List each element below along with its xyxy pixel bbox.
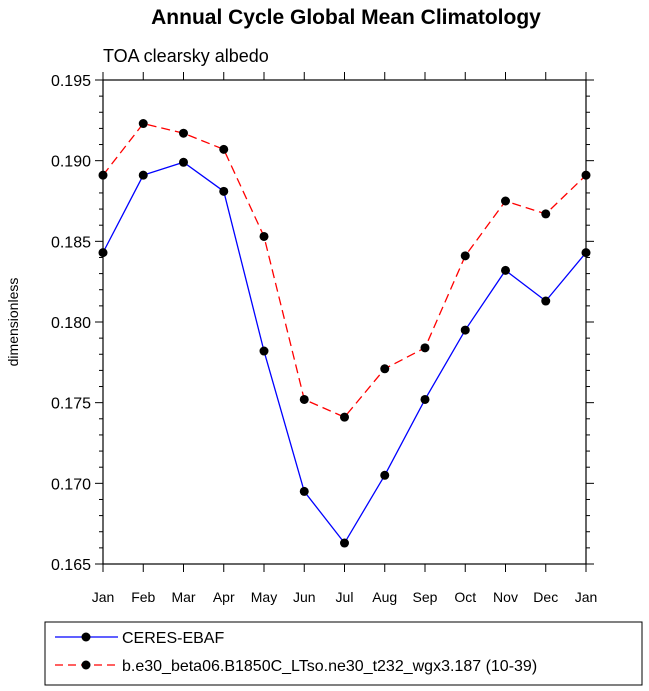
series-line-0 [102,161,587,545]
x-tick-label: Jul [336,589,354,605]
x-tick-label: Nov [493,589,518,605]
legend-item-model: b.e30_beta06.B1850C_LTso.ne30_t232_wgx3.… [55,658,537,675]
legend: CERES-EBAF b.e30_beta06.B1850C_LTso.ne30… [44,621,643,686]
data-point-0 [460,325,470,335]
x-tick-label: May [251,589,277,605]
x-tick-label: Aug [372,589,397,605]
data-point-0 [501,265,510,275]
data-point-0 [340,538,349,548]
x-tick-label: Oct [454,589,476,605]
x-tick-label: Mar [171,589,195,605]
legend-swatch-marker [81,632,91,642]
x-tick-label: Dec [533,589,558,605]
data-point-1 [460,251,470,261]
legend-label: b.e30_beta06.B1850C_LTso.ne30_t232_wgx3.… [122,658,537,675]
data-point-0 [179,157,188,167]
x-axis-ticks: Jan Feb Mar Apr May Jun Jul Aug Sep Oct Nov Dec Jan [92,72,598,605]
legend-label: CERES-EBAF [122,630,224,647]
data-point-1 [259,231,269,241]
x-tick-label: Jan [92,589,115,605]
x-tick-label: Jan [575,589,598,605]
data-point-0 [541,296,551,306]
data-point-1 [541,209,551,219]
data-point-0 [299,486,309,496]
data-point-0 [219,186,229,196]
data-point-0 [138,170,148,180]
y-tick-label: 0.170 [51,476,91,493]
data-point-1 [179,128,188,138]
y-tick-label: 0.175 [51,396,91,413]
y-tick-label: 0.195 [51,73,91,90]
series-markers [98,119,591,548]
data-point-0 [259,346,269,356]
chart-title: Annual Cycle Global Mean Climatology [151,6,541,29]
data-point-0 [420,394,430,404]
data-point-1 [98,170,108,180]
data-point-1 [581,170,591,180]
data-point-1 [299,394,309,404]
data-point-1 [138,119,148,129]
y-tick-label: 0.190 [51,154,91,171]
plot-area: 0.165 0.170 0.175 0.180 0.185 0.190 0.195 Jan F… [51,72,597,605]
legend-box [44,621,643,686]
x-tick-label: Sep [413,589,438,605]
x-tick-label: Apr [213,589,235,605]
x-tick-label: Jun [293,589,316,605]
legend-item-ceres: CERES-EBAF [55,630,224,647]
data-point-0 [581,248,591,258]
data-point-0 [380,470,390,480]
data-point-0 [98,248,108,258]
x-tick-label: Feb [131,589,155,605]
y-axis-label: dimensionless [5,278,21,367]
chart-subtitle: TOA clearsky albedo [103,46,269,66]
series-lines [102,122,587,545]
plot-frame [102,79,587,565]
data-point-1 [219,144,229,154]
y-tick-label: 0.180 [51,315,91,332]
y-tick-label: 0.185 [51,234,91,251]
y-axis-ticks: 0.165 0.170 0.175 0.180 0.185 0.190 0.195 [51,73,594,574]
data-point-1 [340,412,349,422]
data-point-1 [420,343,430,353]
data-point-1 [501,196,510,206]
data-point-1 [380,364,390,374]
legend-swatch-marker [81,660,91,670]
series-line-1 [102,122,587,418]
y-tick-label: 0.165 [51,557,91,574]
